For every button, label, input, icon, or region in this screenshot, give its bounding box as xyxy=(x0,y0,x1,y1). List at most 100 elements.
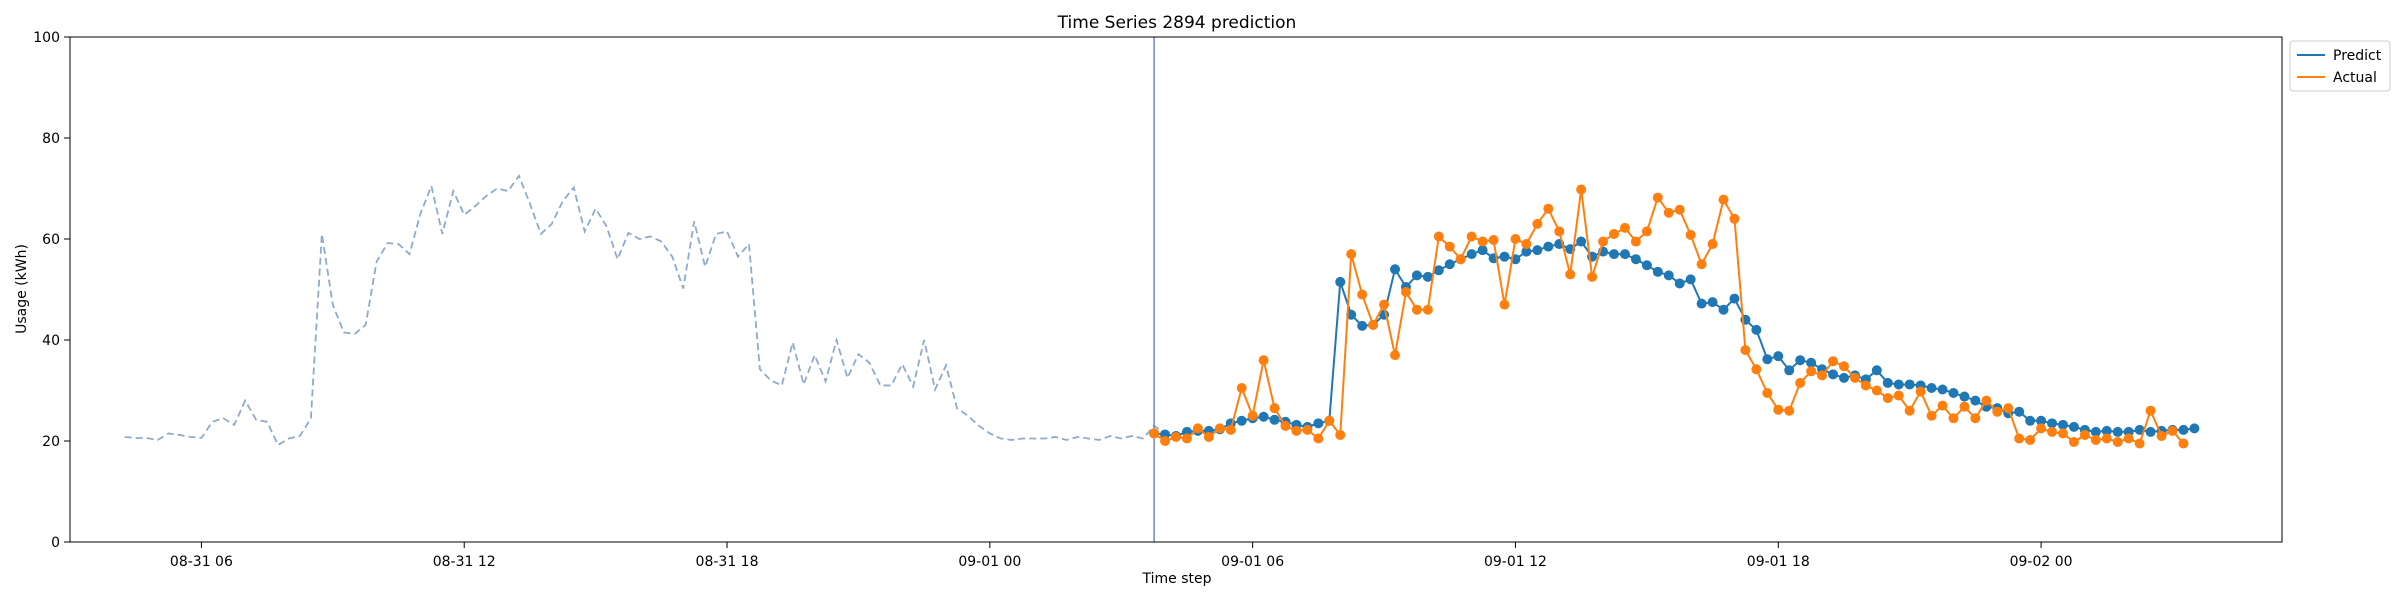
point-predict xyxy=(2090,426,2101,437)
legend-box xyxy=(2289,40,2391,92)
point-actual xyxy=(2101,433,2112,444)
point-predict xyxy=(1346,309,1357,320)
point-predict xyxy=(1707,297,1718,308)
point-predict xyxy=(1882,377,1893,388)
plot-frame xyxy=(69,36,2283,543)
point-actual xyxy=(2134,438,2145,449)
point-actual xyxy=(1269,403,1280,414)
point-predict xyxy=(1313,418,1324,429)
point-predict xyxy=(1521,246,1532,257)
point-actual xyxy=(1565,269,1576,280)
point-predict xyxy=(1685,274,1696,285)
point-predict xyxy=(1871,365,1882,376)
point-actual xyxy=(1488,235,1499,246)
point-actual xyxy=(1674,204,1685,215)
point-actual xyxy=(2156,430,2167,441)
chart-title: Time Series 2894 prediction xyxy=(1057,13,1297,33)
point-predict xyxy=(1390,264,1401,275)
point-actual xyxy=(1882,393,1893,404)
point-predict xyxy=(2068,421,2079,432)
point-predict xyxy=(1838,372,1849,383)
legend-label-predict: Predict xyxy=(2333,48,2382,64)
point-predict xyxy=(1652,266,1663,277)
point-predict xyxy=(1937,384,1948,395)
x-tick-label: 09-01 12 xyxy=(1484,554,1547,570)
point-actual xyxy=(1893,390,1904,401)
point-actual xyxy=(1171,431,1181,442)
point-actual xyxy=(1510,234,1521,244)
point-actual xyxy=(1948,413,1959,424)
point-actual xyxy=(1302,424,1313,435)
point-predict xyxy=(1619,249,1630,260)
series-actual xyxy=(1149,184,2189,449)
point-actual xyxy=(1324,415,1335,426)
point-actual xyxy=(1926,410,1937,421)
point-predict xyxy=(1795,355,1806,366)
point-actual xyxy=(1346,249,1357,260)
legend: Predict Actual xyxy=(2289,40,2391,92)
point-actual xyxy=(1225,424,1236,435)
point-predict xyxy=(1948,388,1959,399)
point-actual xyxy=(1379,299,1390,310)
point-predict xyxy=(2178,424,2189,435)
point-actual xyxy=(1806,366,1817,377)
point-actual xyxy=(1619,222,1630,233)
point-predict xyxy=(1576,236,1587,247)
point-actual xyxy=(1247,410,1258,421)
point-predict xyxy=(2145,426,2156,437)
point-actual xyxy=(1466,231,1477,242)
point-predict xyxy=(1893,379,1904,390)
point-predict xyxy=(1609,249,1620,260)
point-actual xyxy=(1784,405,1795,416)
point-predict xyxy=(2112,426,2123,437)
point-actual xyxy=(1214,423,1225,434)
point-actual xyxy=(1630,236,1641,247)
point-actual xyxy=(1357,289,1368,300)
point-predict xyxy=(1663,270,1674,281)
point-predict xyxy=(1926,382,1937,393)
point-predict xyxy=(1433,265,1444,276)
point-actual xyxy=(1871,385,1882,396)
point-actual xyxy=(1663,207,1674,218)
point-actual xyxy=(1959,401,1970,412)
point-actual xyxy=(2112,437,2123,448)
point-predict xyxy=(1477,245,1488,256)
y-tick-label: 20 xyxy=(42,434,60,450)
point-predict xyxy=(1828,369,1839,380)
point-actual xyxy=(1970,413,1981,424)
point-actual xyxy=(2090,434,2101,445)
point-predict xyxy=(1499,251,1510,262)
point-predict xyxy=(2057,419,2068,430)
point-actual xyxy=(1335,429,1346,440)
history-line xyxy=(124,174,1176,447)
point-actual xyxy=(1291,425,1302,436)
legend-label-actual: Actual xyxy=(2333,70,2377,86)
point-actual xyxy=(1937,400,1948,411)
point-predict xyxy=(2014,406,2025,417)
point-predict xyxy=(2101,425,2112,436)
point-actual xyxy=(2145,405,2156,416)
point-actual xyxy=(1554,226,1565,237)
point-actual xyxy=(1904,405,1915,416)
point-actual xyxy=(1652,192,1663,203)
y-tick-label: 40 xyxy=(42,333,60,349)
point-actual xyxy=(1411,304,1422,315)
point-actual xyxy=(2047,426,2058,437)
point-actual xyxy=(1532,218,1543,229)
point-actual xyxy=(1203,431,1214,442)
point-predict xyxy=(1729,293,1740,304)
point-actual xyxy=(1992,406,2003,417)
point-actual xyxy=(1762,388,1773,399)
point-actual xyxy=(1149,428,1160,439)
point-predict xyxy=(1630,254,1641,265)
point-predict xyxy=(1959,391,1970,402)
point-predict xyxy=(1773,351,1784,362)
point-actual xyxy=(1641,226,1652,237)
point-actual xyxy=(1795,377,1806,388)
point-actual xyxy=(1598,236,1609,247)
point-actual xyxy=(1828,356,1839,367)
point-actual xyxy=(1773,404,1784,415)
point-actual xyxy=(2178,438,2189,449)
